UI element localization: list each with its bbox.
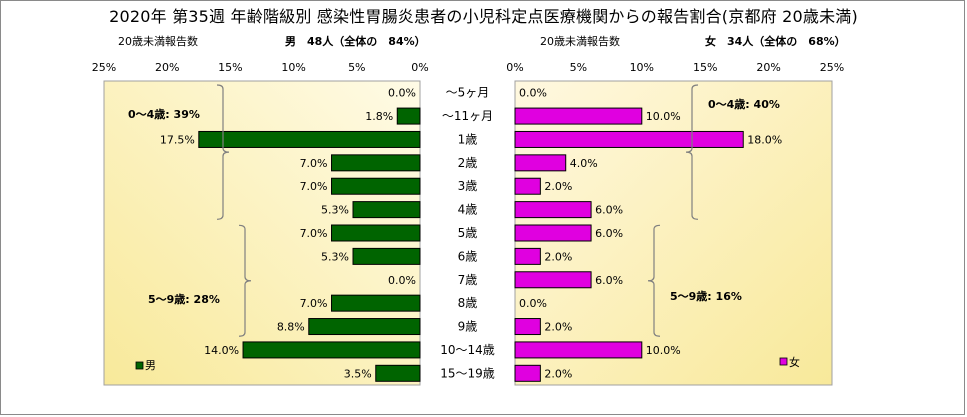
- age-category-label: 7歳: [458, 273, 478, 287]
- male-bar: [198, 130, 421, 148]
- male-x-tick-label: 20%: [155, 61, 179, 74]
- age-category-label: 6歳: [458, 249, 478, 263]
- female-bar: [514, 201, 592, 219]
- age-category-label: 10～14歳: [440, 343, 495, 357]
- female-bar: [514, 130, 744, 148]
- female-bar: [514, 271, 592, 289]
- male-bar-value-label: 5.3%: [321, 204, 349, 217]
- female-bar: [514, 318, 541, 336]
- male-legend-swatch: [135, 361, 144, 370]
- male-header-label: 20歳未満報告数: [118, 35, 198, 48]
- age-category-label: ～11ヶ月: [442, 109, 493, 123]
- male-bar: [308, 318, 421, 336]
- chart-title: 2020年 第35週 年齢階級別 感染性胃腸炎患者の小児科定点医療機関からの報告…: [109, 7, 858, 26]
- female-bar-value-label: 2.0%: [544, 367, 572, 380]
- female-bar: [514, 247, 541, 265]
- male-bar: [396, 107, 421, 125]
- male-bar-value-label: 0.0%: [388, 274, 416, 287]
- female-x-tick-label: 15%: [693, 61, 717, 74]
- male-header-summary: 男 48人（全体の 84%）: [285, 33, 426, 49]
- female-legend-label: 女: [789, 355, 800, 369]
- male-x-tick-label: 10%: [281, 61, 305, 74]
- age-category-label: 4歳: [458, 203, 478, 217]
- male-legend-label: 男: [145, 359, 156, 372]
- female-bar: [514, 107, 643, 125]
- female-bar-value-label: 18.0%: [747, 133, 782, 146]
- male-bar: [331, 294, 421, 312]
- female-header-label: 20歳未満報告数: [540, 35, 620, 48]
- female-bar-value-label: 2.0%: [544, 180, 572, 193]
- male-x-tick-label: 15%: [218, 61, 242, 74]
- male-bar-value-label: 3.5%: [344, 367, 372, 380]
- male-age-group-label: 5～9歳: 28%: [148, 292, 220, 306]
- age-category-label: 2歳: [458, 156, 478, 170]
- male-bar-value-label: 7.0%: [300, 157, 328, 170]
- age-category-label: 1歳: [458, 132, 478, 146]
- female-age-group-brace: [647, 224, 661, 337]
- male-summary-text: 男 48人（全体の 84%）: [285, 35, 426, 48]
- age-category-label: 8歳: [458, 296, 478, 310]
- female-age-group-label: 0～4歳: 40%: [708, 97, 780, 111]
- male-bar: [352, 201, 421, 219]
- male-bar: [331, 224, 421, 242]
- male-x-tick-label: 25%: [92, 61, 116, 74]
- male-bar-value-label: 14.0%: [204, 344, 239, 357]
- age-category-label: 9歳: [458, 320, 478, 334]
- female-bar-value-label: 6.0%: [595, 274, 623, 287]
- male-bar-value-label: 5.3%: [321, 250, 349, 263]
- male-bar: [331, 177, 421, 195]
- male-age-group-label: 0～4歳: 39%: [128, 107, 200, 121]
- female-bar-value-label: 2.0%: [544, 250, 572, 263]
- female-bar: [514, 154, 567, 172]
- female-bar-value-label: 6.0%: [595, 204, 623, 217]
- male-bar-value-label: 7.0%: [300, 180, 328, 193]
- female-bar-value-label: 2.0%: [544, 321, 572, 334]
- female-age-group-label: 5～9歳: 16%: [670, 289, 742, 303]
- female-x-tick-label: 0%: [506, 61, 523, 74]
- male-bar-value-label: 17.5%: [160, 133, 195, 146]
- age-category-label: 15～19歳: [440, 366, 495, 380]
- female-bar-value-label: 10.0%: [646, 110, 681, 123]
- male-bar-value-label: 1.8%: [365, 110, 393, 123]
- female-bar-value-label: 0.0%: [519, 87, 547, 100]
- age-category-label: ～5ヶ月: [446, 86, 490, 100]
- female-header-summary: 女 34人（全体の 68%）: [705, 33, 846, 49]
- female-x-tick-label: 10%: [630, 61, 654, 74]
- male-age-group-brace: [216, 84, 230, 220]
- female-bar-value-label: 4.0%: [570, 157, 598, 170]
- male-bar-value-label: 7.0%: [300, 227, 328, 240]
- female-x-tick-label: 20%: [756, 61, 780, 74]
- male-bar: [375, 364, 421, 382]
- male-bar-value-label: 8.8%: [277, 321, 305, 334]
- male-bar-value-label: 0.0%: [388, 87, 416, 100]
- female-x-tick-label: 25%: [820, 61, 844, 74]
- male-bar: [331, 154, 421, 172]
- age-category-label: 5歳: [458, 226, 478, 240]
- female-bar: [514, 364, 541, 382]
- age-category-label: 3歳: [458, 179, 478, 193]
- female-x-tick-label: 5%: [570, 61, 587, 74]
- male-bar: [242, 341, 421, 359]
- female-legend-swatch: [779, 357, 788, 366]
- female-bar: [514, 177, 541, 195]
- female-bar-value-label: 10.0%: [646, 344, 681, 357]
- female-bar-value-label: 6.0%: [595, 227, 623, 240]
- male-x-tick-label: 5%: [348, 61, 365, 74]
- female-bar-value-label: 0.0%: [519, 297, 547, 310]
- male-age-group-brace: [238, 224, 252, 337]
- female-bar: [514, 224, 592, 242]
- female-bar: [514, 341, 643, 359]
- male-bar: [352, 247, 421, 265]
- female-summary-text: 女 34人（全体の 68%）: [705, 35, 846, 48]
- female-age-group-brace: [685, 84, 699, 220]
- male-bar-value-label: 7.0%: [300, 297, 328, 310]
- male-x-tick-label: 0%: [411, 61, 428, 74]
